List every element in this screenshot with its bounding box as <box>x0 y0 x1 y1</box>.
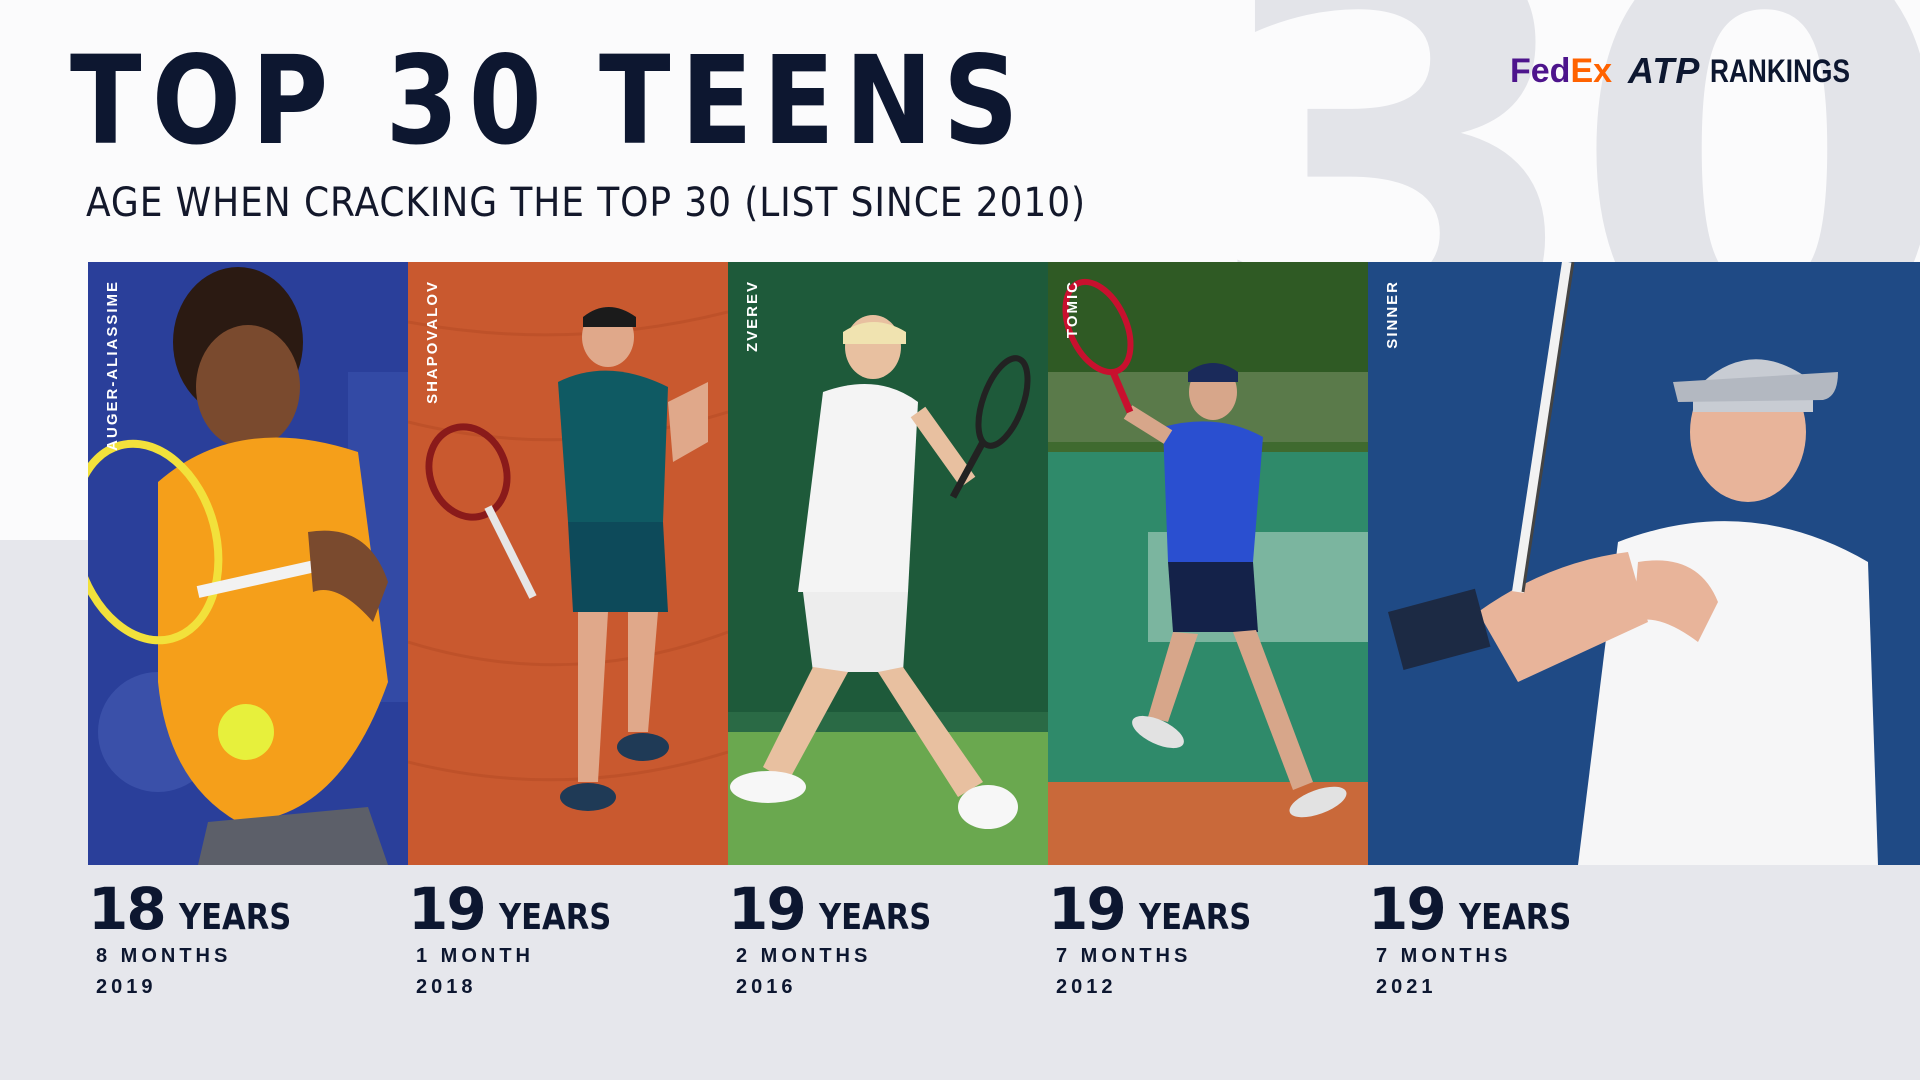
player-stat-sinner: 19 YEARS 7 MONTHS 2021 <box>1368 880 1591 1000</box>
player-stat-auger-aliassime: 18 YEARS 8 MONTHS 2019 <box>88 880 311 1000</box>
age-months: 7 MONTHS <box>1376 945 1512 967</box>
player-photo-illustration <box>88 262 408 865</box>
age-years-number: 19 <box>1368 875 1447 943</box>
year-achieved: 2019 <box>96 976 157 998</box>
age-months: 1 MONTH <box>416 945 534 967</box>
age-years: 19 YEARS <box>408 880 631 938</box>
age-months: 8 MONTHS <box>96 945 232 967</box>
year-achieved: 2021 <box>1376 976 1437 998</box>
age-years-unit: YEARS <box>498 897 612 938</box>
player-stat-tomic: 19 YEARS 7 MONTHS 2012 <box>1048 880 1271 1000</box>
fedex-atp-rankings-logo: FedEx ATP RANKINGS <box>1510 50 1881 92</box>
player-photo-shapovalov: SHAPOVALOV <box>408 262 728 865</box>
player-name-label: AUGER-ALIASSIME <box>104 280 121 451</box>
player-stat-shapovalov: 19 YEARS 1 MONTH 2018 <box>408 880 631 1000</box>
player-photo-tomic: TOMIC <box>1048 262 1368 865</box>
age-years: 18 YEARS <box>88 880 311 938</box>
player-photo-illustration <box>1048 262 1368 865</box>
brand-atp: ATP <box>1628 50 1701 91</box>
page-title: TOP 30 TEENS <box>70 30 1029 172</box>
player-photo-illustration <box>728 262 1048 865</box>
brand-fedex: FedEx <box>1510 52 1612 91</box>
player-name-label: SINNER <box>1384 280 1401 349</box>
age-years-number: 19 <box>408 875 487 943</box>
age-years: 19 YEARS <box>1368 880 1591 938</box>
age-months: 2 MONTHS <box>736 945 872 967</box>
age-years: 19 YEARS <box>728 880 951 938</box>
age-months: 7 MONTHS <box>1056 945 1192 967</box>
age-years-unit: YEARS <box>178 897 292 938</box>
player-stat-zverev: 19 YEARS 2 MONTHS 2016 <box>728 880 951 1000</box>
player-name-label: TOMIC <box>1064 280 1081 339</box>
page-subtitle: AGE WHEN CRACKING THE TOP 30 (LIST SINCE… <box>86 180 1086 226</box>
player-photo-auger-aliassime: AUGER-ALIASSIME <box>88 262 408 865</box>
year-achieved: 2012 <box>1056 976 1117 998</box>
age-years-unit: YEARS <box>1458 897 1572 938</box>
age-years-number: 18 <box>88 875 167 943</box>
age-years: 19 YEARS <box>1048 880 1271 938</box>
year-achieved: 2018 <box>416 976 477 998</box>
brand-rankings: RANKINGS <box>1710 52 1851 89</box>
age-years-number: 19 <box>1048 875 1127 943</box>
age-years-unit: YEARS <box>818 897 932 938</box>
age-years-number: 19 <box>728 875 807 943</box>
age-years-unit: YEARS <box>1138 897 1252 938</box>
player-name-label: SHAPOVALOV <box>424 280 441 404</box>
brand-fed: Fed <box>1510 51 1571 90</box>
player-photo-sinner: SINNER <box>1368 262 1920 865</box>
player-name-label: ZVEREV <box>744 280 761 353</box>
brand-ex: Ex <box>1570 51 1613 90</box>
player-photo-zverev: ZVEREV <box>728 262 1048 865</box>
player-photo-illustration <box>1368 262 1920 865</box>
year-achieved: 2016 <box>736 976 797 998</box>
player-photo-illustration <box>408 262 728 865</box>
